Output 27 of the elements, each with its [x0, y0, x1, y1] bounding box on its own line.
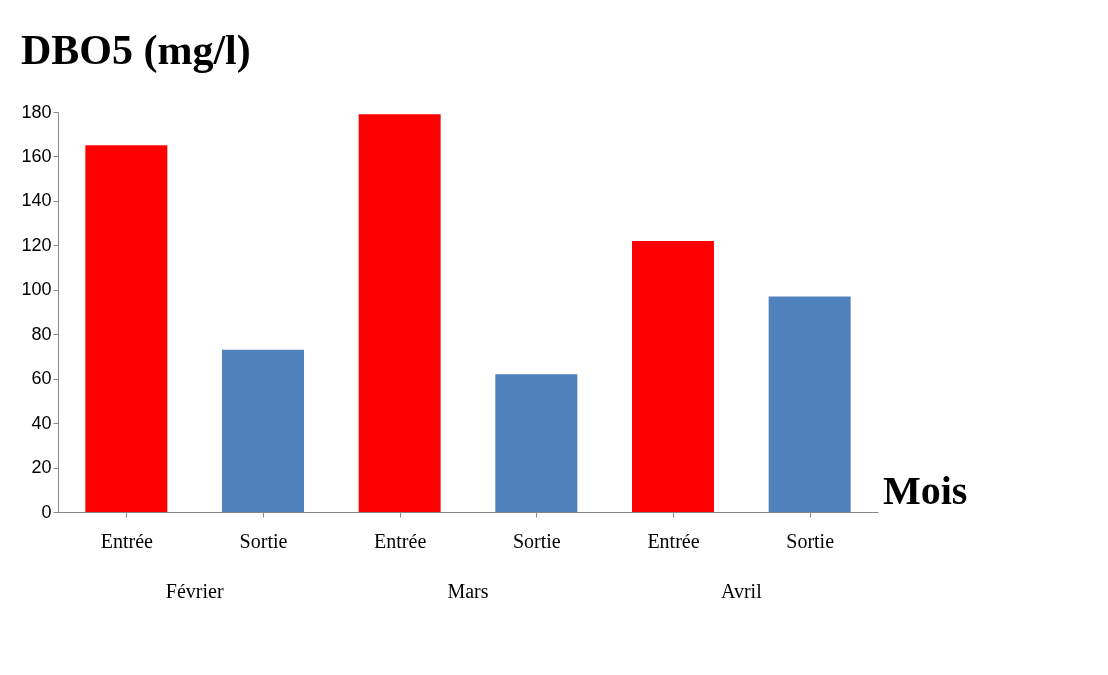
- x-tick-label: Sortie: [512, 529, 561, 552]
- text: Mars: [447, 580, 489, 602]
- bar: [222, 349, 304, 512]
- y-tick-label: 0: [41, 501, 52, 522]
- x-tick-label: Entrée: [374, 529, 427, 552]
- y-tick-label: 180: [21, 101, 52, 122]
- bar: [632, 240, 714, 512]
- y-tick-label: 120: [21, 234, 52, 255]
- y-tick-label: 40: [31, 412, 52, 433]
- y-tick-label: 140: [21, 190, 52, 211]
- x-tick-label: Sortie: [239, 529, 288, 552]
- bar: [85, 145, 168, 512]
- y-tick-label: 80: [31, 323, 52, 344]
- text: Avril: [720, 580, 763, 602]
- x-tick-label: Sortie: [786, 529, 835, 552]
- y-tick-label: 60: [31, 368, 52, 389]
- y-tick-label: 20: [31, 457, 52, 478]
- y-tick-label: 160: [21, 145, 52, 166]
- text: Février: [165, 580, 224, 602]
- x-tick-label: Entrée: [100, 529, 154, 552]
- bar: [768, 296, 851, 512]
- x-tick-label: Entrée: [647, 529, 700, 552]
- bar: [358, 114, 441, 512]
- x-axis-title: Mois: [883, 468, 968, 513]
- chart-title: DBO5 (mg/l): [20, 27, 251, 74]
- bar: [495, 374, 578, 512]
- y-tick-label: 100: [21, 279, 52, 300]
